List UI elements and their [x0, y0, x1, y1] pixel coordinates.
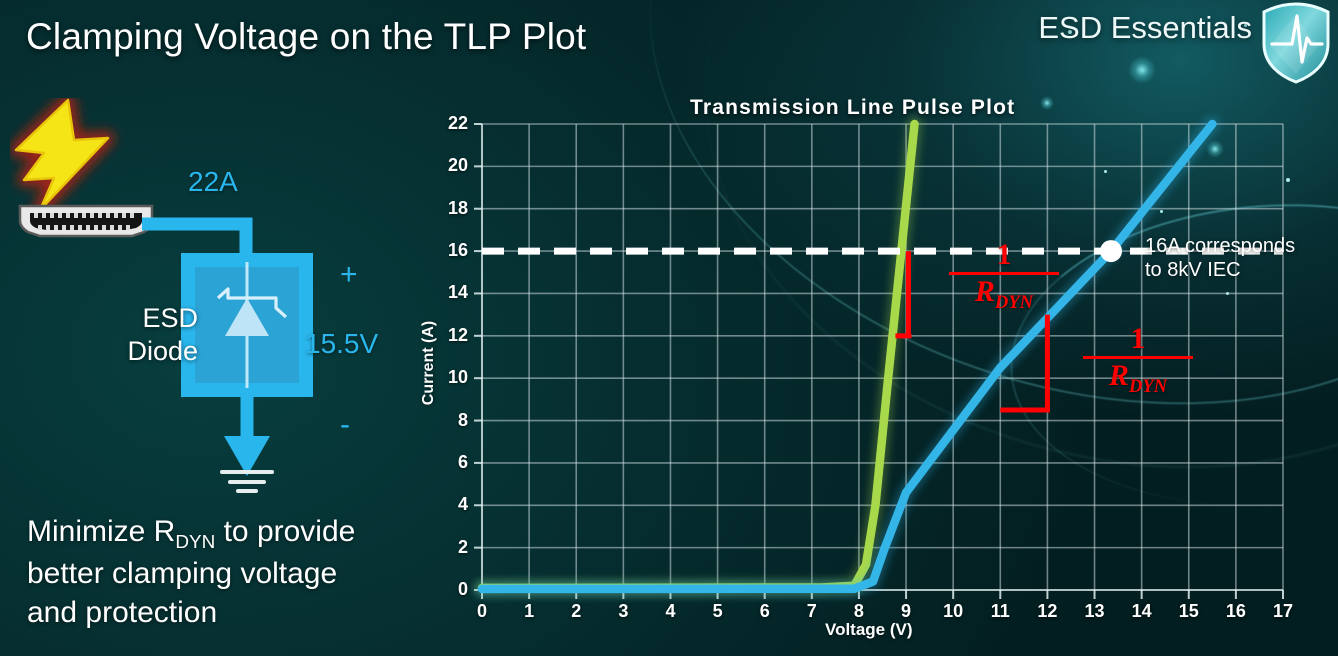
rdyn-low-numerator: 1: [996, 238, 1012, 271]
rdyn-low-annotation-label: 1 RDYN: [949, 240, 1059, 313]
rdyn-low-fraction-bar: [949, 272, 1059, 275]
chart-x-tick-label: 1: [524, 601, 535, 621]
chart-plot-area: [474, 116, 1284, 599]
summary-note: Minimize RDYN to provide better clamping…: [27, 513, 427, 632]
chart-x-tick-label: 3: [618, 601, 629, 621]
chart-y-tick-label: 12: [447, 324, 468, 345]
summary-note-line1: Minimize RDYN to provide: [27, 515, 356, 553]
chart-x-tick-label: 17: [1272, 601, 1294, 621]
chart-marker-point[interactable]: [1100, 240, 1123, 263]
rdyn-high-denominator: RDYN: [1108, 359, 1168, 397]
page-title: Clamping Voltage on the TLP Plot: [26, 16, 587, 57]
chart-x-tick-label: 7: [806, 601, 817, 621]
rdyn-high-annotation-label: 1 RDYN: [1083, 324, 1193, 397]
iec-callout-line2: to 8kV IEC: [1145, 259, 1241, 282]
rdyn-high-slope-marker: [1000, 314, 1050, 413]
chart-y-tick-label: 20: [447, 155, 468, 176]
chart-x-tick-label: 11: [990, 601, 1010, 621]
circuit-diagram: 22A 15.5V + - ESD Diode: [0, 90, 420, 510]
rdyn-high-fraction-bar: [1083, 356, 1193, 359]
brand-title: ESD Essentials: [1038, 10, 1252, 45]
chart-y-tick-label: 14: [447, 282, 468, 303]
chart-series-line: [477, 119, 919, 593]
current-label: 22A: [188, 166, 238, 197]
chart-x-tick-label: 9: [901, 601, 912, 621]
chart-title: Transmission Line Pulse Plot: [690, 96, 1016, 119]
tlp-chart: Transmission Line Pulse Plot Current (A)…: [415, 86, 1338, 656]
chart-y-tick-label: 0: [457, 579, 468, 599]
chart-y-tick-label: 22: [447, 113, 468, 133]
chart-x-tick-label: 10: [943, 601, 964, 621]
shield-pulse-icon: [1262, 2, 1330, 84]
rdyn-low-denominator: RDYN: [974, 275, 1034, 313]
chart-x-tick-label: 6: [759, 601, 770, 621]
chart-x-tick-label: 4: [665, 601, 676, 621]
chart-x-tick-label: 12: [1037, 601, 1058, 621]
esd-diode-circuit-icon: [142, 217, 313, 493]
chart-x-tick-label: 0: [476, 601, 487, 621]
chart-y-tick-label: 16: [447, 240, 468, 261]
chart-x-tick-label: 15: [1178, 601, 1199, 621]
chart-x-tick-label: 14: [1131, 601, 1152, 621]
chart-x-axis-label: Voltage (V): [825, 620, 913, 639]
chart-x-tick-label: 5: [712, 601, 723, 621]
chart-series-line: [477, 119, 1217, 594]
hdmi-connector-icon: [18, 204, 154, 238]
background-glow-1: [1128, 56, 1156, 84]
device-label-line2: Diode: [127, 335, 198, 366]
chart-x-tick-label: 2: [571, 601, 582, 621]
polarity-plus-label: +: [340, 258, 358, 291]
rdyn-high-numerator: 1: [1130, 322, 1146, 355]
iec-callout-line1: 16A corresponds: [1145, 235, 1296, 257]
chart-x-tick-label: 8: [853, 601, 864, 621]
polarity-minus-label: -: [340, 408, 350, 441]
chart-y-tick-label: 18: [447, 197, 468, 218]
device-label: ESD Diode: [108, 302, 198, 368]
summary-note-line3: and protection: [27, 595, 218, 629]
chart-x-tick-label: 13: [1084, 601, 1105, 621]
summary-note-line2: better clamping voltage: [27, 557, 338, 591]
device-label-line1: ESD: [142, 303, 198, 333]
voltage-label: 15.5V: [305, 328, 379, 359]
lightning-bolt-icon: [10, 98, 115, 217]
chart-y-tick-label: 6: [457, 451, 468, 472]
iec-callout: 16A corresponds to 8kV IEC: [1145, 234, 1295, 283]
chart-series-glow: [474, 116, 923, 596]
chart-y-tick-label: 2: [457, 536, 468, 557]
chart-x-tick-label: 16: [1225, 601, 1246, 621]
chart-y-tick-label: 4: [457, 494, 468, 515]
chart-y-tick-label: 10: [447, 367, 468, 388]
chart-y-tick-label: 8: [457, 409, 468, 430]
